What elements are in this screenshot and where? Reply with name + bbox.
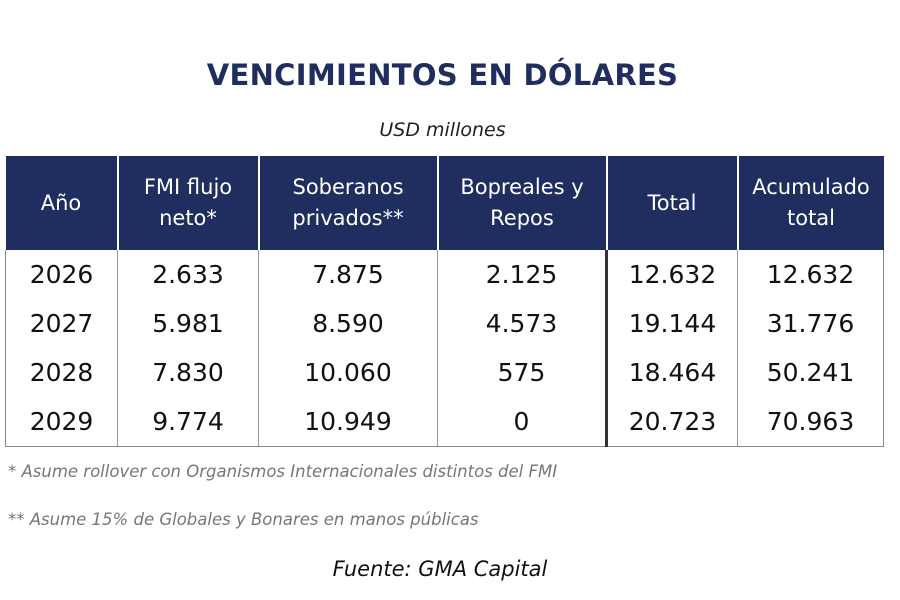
table-cell: 8.590	[258, 299, 438, 348]
column-header: Año	[5, 156, 118, 250]
table-cell: 18.464	[605, 348, 738, 397]
column-header: Soberanos privados**	[257, 156, 438, 250]
table-cell: 575	[437, 348, 607, 397]
column-header: Acumulado total	[736, 156, 884, 250]
subtitle: USD millones	[379, 119, 506, 141]
table-cell: 2029	[5, 397, 118, 447]
table-cell: 10.060	[258, 348, 438, 397]
table-cell: 2.633	[117, 250, 259, 299]
column-header: Bopreales y Repos	[436, 156, 607, 250]
table-cell: 12.632	[605, 250, 738, 299]
table-cell: 2028	[5, 348, 118, 397]
table: Año FMI flujo neto* Soberanos privados** Bo…	[5, 156, 884, 447]
table-cell: 7.875	[258, 250, 438, 299]
header-row: Año FMI flujo neto* Soberanos privados** Bo…	[5, 156, 884, 250]
table-cell: 9.774	[117, 397, 259, 447]
table-cell: 10.949	[258, 397, 438, 447]
table-cell: 4.573	[437, 299, 607, 348]
table-row: 2028 7.830 10.060 575 18.464 50.241	[5, 348, 884, 397]
table-row: 2026 2.633 7.875 2.125 12.632 12.632	[5, 250, 884, 299]
table-cell: 19.144	[605, 299, 738, 348]
table-cell: 50.241	[737, 348, 884, 397]
footnote: ** Asume 15% de Globales y Bonares en ma…	[8, 510, 479, 529]
table-cell: 12.632	[737, 250, 884, 299]
table-cell: 7.830	[117, 348, 259, 397]
table-cell: 5.981	[117, 299, 259, 348]
source: Fuente: GMA Capital	[332, 557, 548, 581]
table-row: 2029 9.774 10.949 0 20.723 70.963	[5, 397, 884, 447]
title: VENCIMIENTOS EN DÓLARES	[206, 58, 679, 92]
table-cell: 20.723	[605, 397, 738, 447]
table-row: 2027 5.981 8.590 4.573 19.144 31.776	[5, 299, 884, 348]
table-body: 2026 2.633 7.875 2.125 12.632 12.632 2027 5.981…	[5, 250, 884, 447]
footnote: * Asume rollover con Organismos Internac…	[8, 462, 558, 481]
column-header: Total	[605, 156, 738, 250]
table-cell: 31.776	[737, 299, 884, 348]
table-cell: 70.963	[737, 397, 884, 447]
table-cell: 2027	[5, 299, 118, 348]
table-cell: 0	[437, 397, 607, 447]
table-cell: 2.125	[437, 250, 607, 299]
table-cell: 2026	[5, 250, 118, 299]
column-header: FMI flujo neto*	[116, 156, 259, 250]
